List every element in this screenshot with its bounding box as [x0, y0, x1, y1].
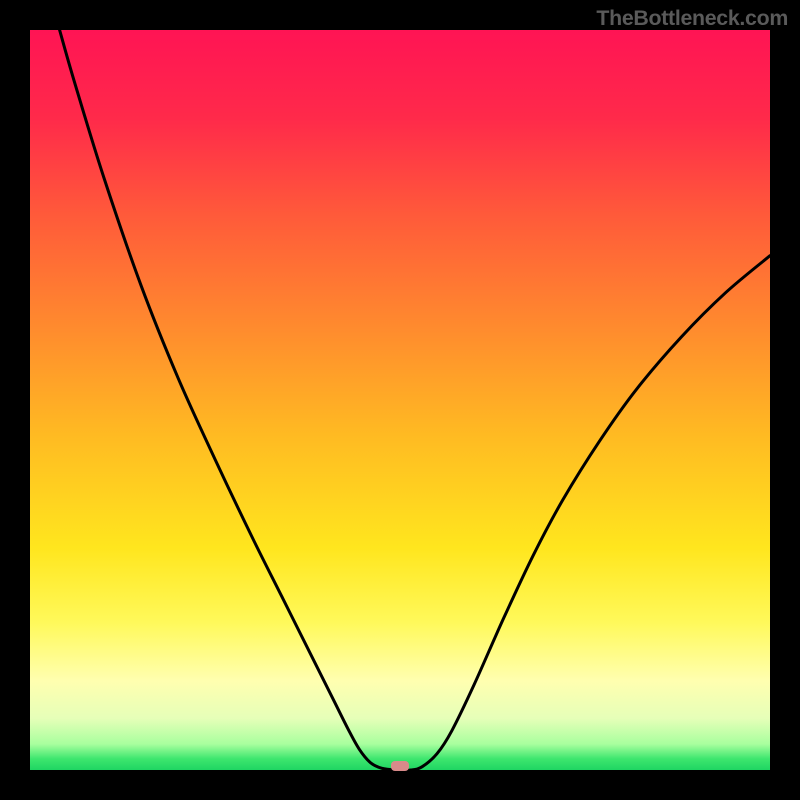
chart-container: TheBottleneck.com: [0, 0, 800, 800]
watermark-text: TheBottleneck.com: [596, 6, 788, 31]
bottleneck-curve: [30, 30, 770, 770]
plot-area: [30, 30, 770, 770]
optimum-marker: [391, 761, 409, 771]
